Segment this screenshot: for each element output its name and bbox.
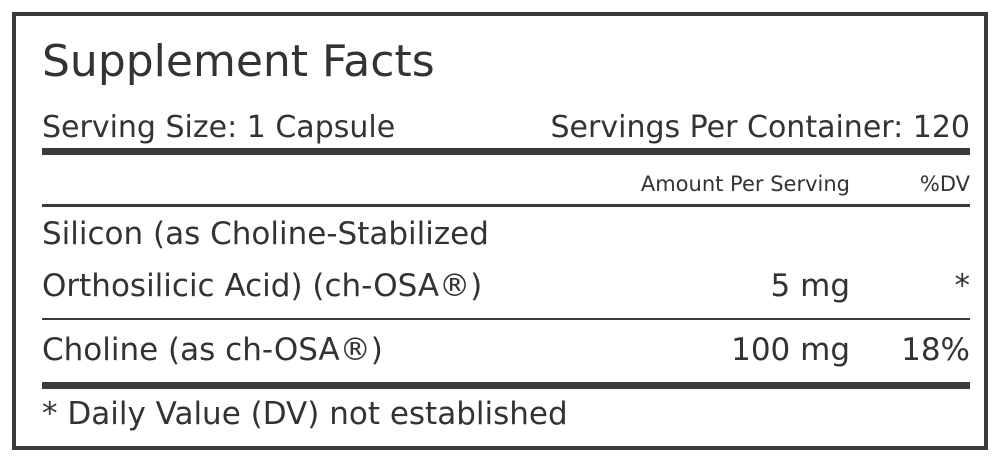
serving-size: Serving Size: 1 Capsule	[42, 110, 396, 145]
column-header: %DV	[919, 172, 970, 196]
rule	[42, 318, 970, 320]
footnote: * Daily Value (DV) not established	[42, 396, 568, 432]
ingredient-name: Silicon (as Choline-Stabilized	[42, 216, 489, 252]
ingredient-name: Orthosilicic Acid) (ch-OSA®)	[42, 268, 483, 304]
amount: 5 mg	[770, 268, 850, 304]
daily-value: 18%	[901, 332, 970, 368]
servings-per-container: Servings Per Container: 120	[550, 110, 970, 145]
supplement-panel: Supplement Facts Serving Size: 1 Capsule…	[12, 12, 988, 450]
title: Supplement Facts	[42, 36, 435, 87]
column-header: Amount Per Serving	[640, 172, 850, 196]
ingredient-name: Choline (as ch-OSA®)	[42, 332, 383, 368]
thick-rule	[42, 148, 970, 155]
amount: 100 mg	[731, 332, 850, 368]
rule	[42, 204, 970, 207]
thick-rule	[42, 382, 970, 389]
panel-content: Supplement Facts Serving Size: 1 Capsule…	[42, 16, 970, 446]
daily-value: *	[954, 268, 971, 304]
